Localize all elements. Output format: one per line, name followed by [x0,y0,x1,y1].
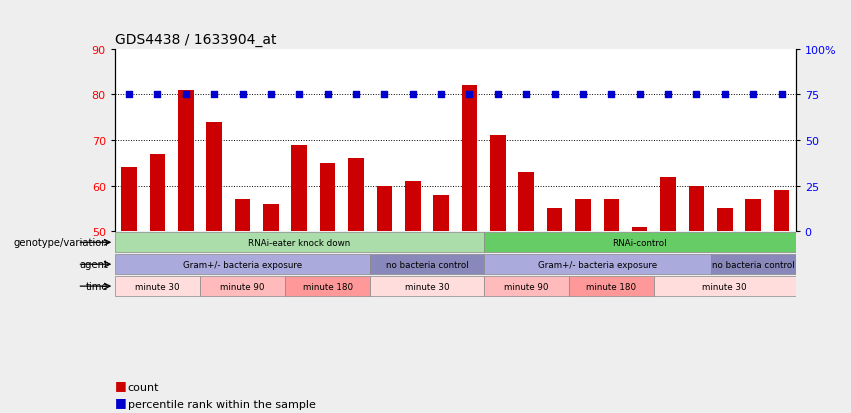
Text: count: count [128,382,159,392]
Point [463,92,477,98]
Bar [115,276,200,297]
Text: minute 30: minute 30 [404,282,449,291]
Point [123,92,136,98]
Bar [235,200,250,232]
Text: minute 30: minute 30 [702,282,747,291]
Bar [568,276,654,297]
Text: Gram+/- bacteria exposure: Gram+/- bacteria exposure [183,260,302,269]
Text: agent: agent [79,260,108,270]
Bar [291,145,307,232]
Bar [405,182,420,232]
Text: minute 90: minute 90 [504,282,548,291]
Text: time: time [86,281,108,292]
Bar [263,204,278,232]
Bar [518,173,534,232]
Bar [150,154,165,232]
Bar [370,276,483,297]
Bar [115,254,370,275]
Bar [745,200,761,232]
Text: percentile rank within the sample: percentile rank within the sample [128,399,316,409]
Point [746,92,760,98]
Point [774,92,788,98]
Bar [603,200,620,232]
Bar [348,159,364,232]
Point [236,92,249,98]
Text: minute 180: minute 180 [586,282,637,291]
Point [633,92,647,98]
Bar [115,233,483,253]
Point [349,92,363,98]
Point [151,92,164,98]
Bar [483,276,568,297]
Point [718,92,732,98]
Point [689,92,703,98]
Bar [688,186,705,232]
Bar [546,209,563,232]
Point [548,92,562,98]
Point [179,92,192,98]
Bar [200,276,285,297]
Bar [483,254,711,275]
Point [491,92,505,98]
Point [378,92,391,98]
Bar [121,168,137,232]
Point [264,92,277,98]
Point [661,92,675,98]
Bar [717,209,733,232]
Text: ■: ■ [115,395,127,408]
Text: ■: ■ [115,378,127,391]
Point [293,92,306,98]
Point [321,92,334,98]
Bar [285,276,370,297]
Point [604,92,618,98]
Text: RNAi-control: RNAi-control [613,238,667,247]
Bar [711,254,796,275]
Bar [654,276,796,297]
Text: minute 30: minute 30 [135,282,180,291]
Text: RNAi-eater knock down: RNAi-eater knock down [248,238,351,247]
Text: minute 90: minute 90 [220,282,265,291]
Bar [575,200,591,232]
Text: no bacteria control: no bacteria control [386,260,468,269]
Bar [461,86,477,232]
Bar [660,177,676,232]
Point [519,92,533,98]
Text: Gram+/- bacteria exposure: Gram+/- bacteria exposure [538,260,657,269]
Bar [178,90,194,232]
Point [406,92,420,98]
Point [576,92,590,98]
Bar [206,122,222,232]
Text: minute 180: minute 180 [303,282,352,291]
Bar [376,186,392,232]
Bar [774,191,790,232]
Point [208,92,221,98]
Point [434,92,448,98]
Bar [370,254,483,275]
Text: no bacteria control: no bacteria control [711,260,795,269]
Bar [320,164,335,232]
Text: genotype/variation: genotype/variation [14,238,108,248]
Bar [631,227,648,232]
Bar [433,195,449,232]
Text: GDS4438 / 1633904_at: GDS4438 / 1633904_at [115,33,277,47]
Bar [490,136,505,232]
Bar [483,233,796,253]
